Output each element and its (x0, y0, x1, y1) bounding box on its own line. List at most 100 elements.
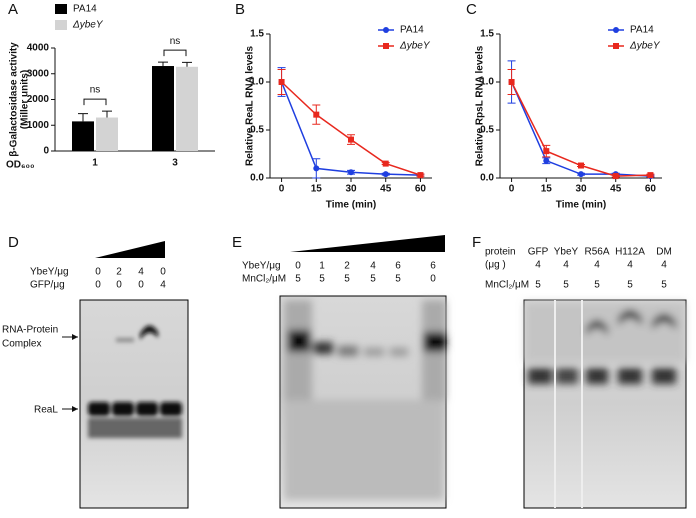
significance-label: ns (90, 85, 101, 96)
bar (96, 117, 118, 151)
bar (72, 121, 94, 151)
row-label: YbeY/μg (242, 261, 281, 272)
x-tick-label: 60 (415, 184, 427, 195)
cell: 0 (430, 274, 436, 285)
cell: 0 (116, 280, 122, 291)
x-tick-label: 60 (645, 184, 657, 195)
marker (278, 79, 285, 85)
y-axis-label: Relative ReaL RNA levels (245, 46, 256, 166)
cell: 0 (138, 280, 144, 291)
band-label: ReaL (34, 405, 58, 416)
legend-label: PA14 (400, 25, 424, 36)
line (281, 81, 421, 176)
marker (348, 136, 354, 143)
cell: 4 (661, 260, 667, 271)
cell: 4 (627, 260, 633, 271)
y-tick-label: 1.0 (480, 77, 494, 88)
cell: YbeY (554, 247, 579, 258)
cell: 2 (116, 267, 122, 278)
panel-label: D (8, 234, 19, 251)
cell: 4 (370, 261, 376, 272)
cell: 4 (563, 260, 569, 271)
panel-label: F (472, 234, 481, 251)
cell: DM (656, 247, 672, 258)
cell: 5 (535, 280, 541, 291)
bar (176, 66, 198, 151)
x-tick-label: 45 (380, 184, 392, 195)
y-tick-label: 1.5 (250, 29, 264, 40)
cell: 0 (295, 261, 301, 272)
legend-marker (383, 43, 389, 49)
x-tick-label: 15 (311, 184, 323, 195)
cell: 6 (430, 261, 436, 272)
marker (382, 160, 389, 167)
cell: GFP (528, 247, 549, 258)
legend-label: ΔybeY (72, 20, 104, 31)
gel-d (79, 299, 189, 509)
row-label: YbeY/μg (30, 267, 69, 278)
x-axis-label: OD₆₀₀ (6, 160, 35, 171)
row-label: (μg ) (485, 260, 506, 271)
cell: 5 (563, 280, 569, 291)
gel-e (279, 295, 447, 509)
marker (313, 165, 320, 172)
significance-label: ns (170, 36, 181, 47)
x-tick-label: 3 (172, 158, 178, 169)
cell: 0 (160, 267, 166, 278)
wedge (290, 235, 445, 252)
marker (578, 171, 584, 178)
legend-swatch (55, 20, 67, 30)
marker (543, 148, 550, 155)
significance-bracket (163, 49, 187, 57)
cell: 5 (594, 280, 600, 291)
x-tick-label: 30 (575, 184, 587, 195)
legend-label: ΔybeY (399, 41, 431, 52)
y-tick-label: 2000 (27, 94, 50, 105)
row-label: protein (485, 247, 516, 258)
significance-bracket (83, 98, 107, 106)
gel-f (523, 299, 687, 509)
cell: 5 (395, 274, 401, 285)
y-tick-label: 0.5 (250, 125, 264, 136)
bar (152, 66, 174, 151)
y-tick-label: 0.5 (480, 125, 494, 136)
legend-marker (613, 43, 619, 49)
error-bar (78, 113, 88, 122)
legend-label: PA14 (73, 4, 97, 15)
marker (543, 157, 550, 164)
y-tick-label: 0.0 (250, 173, 264, 184)
arrow-head (72, 406, 78, 412)
cell: 2 (344, 261, 350, 272)
cell: 5 (627, 280, 633, 291)
row-label: MnCl₂/μM (242, 274, 286, 285)
cell: 5 (319, 274, 325, 285)
x-axis-label: Time (min) (326, 200, 376, 211)
marker (612, 173, 619, 180)
line (510, 81, 651, 177)
x-tick-label: 45 (610, 184, 622, 195)
cell: 6 (395, 261, 401, 272)
wedge (95, 241, 165, 258)
marker (578, 162, 584, 169)
cell: 4 (594, 260, 600, 271)
cell: 5 (295, 274, 301, 285)
cell: 5 (370, 274, 376, 285)
cell: R56A (584, 247, 609, 258)
marker (417, 172, 424, 179)
y-axis-label: β-Galactosidase activity (9, 42, 20, 157)
cell: 5 (661, 280, 667, 291)
cell: 5 (344, 274, 350, 285)
cell: 0 (95, 280, 101, 291)
legend-marker (613, 27, 619, 33)
x-axis-label: Time (min) (556, 200, 606, 211)
legend-swatch (55, 4, 67, 14)
y-tick-label: 1.0 (250, 77, 264, 88)
y-axis-label: Relative RpsL RNA levels (475, 45, 486, 166)
x-tick-label: 1 (92, 158, 98, 169)
arrow-head (72, 334, 78, 340)
panel-label: B (235, 1, 245, 18)
marker (647, 172, 654, 179)
legend-marker (383, 27, 389, 33)
cell: 0 (95, 267, 101, 278)
